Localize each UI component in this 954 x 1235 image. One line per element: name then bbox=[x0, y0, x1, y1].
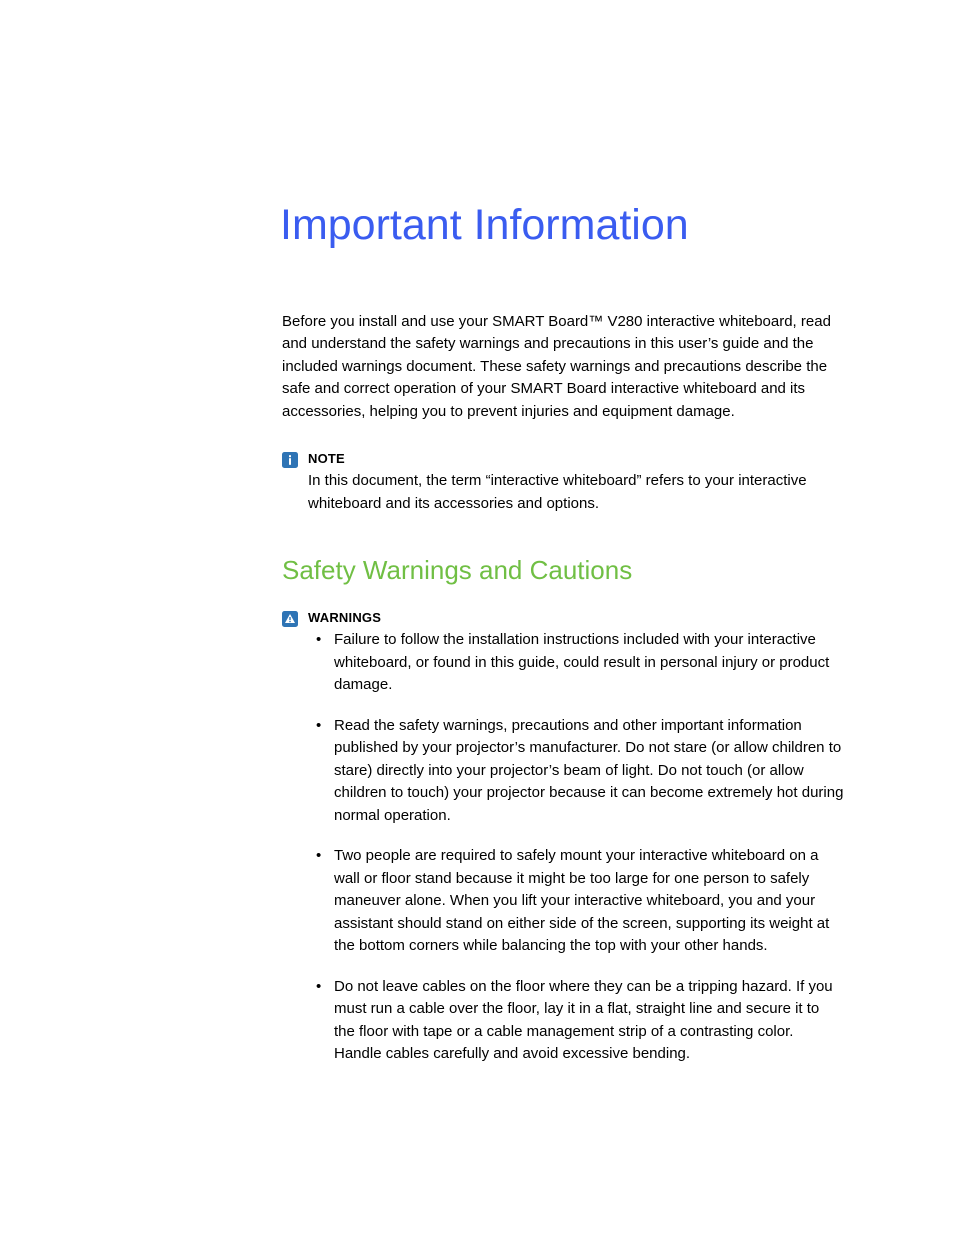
warning-item: Do not leave cables on the floor where t… bbox=[308, 976, 844, 1066]
warnings-callout: WARNINGS Failure to follow the installat… bbox=[282, 610, 844, 1084]
warning-item: Failure to follow the installation instr… bbox=[308, 629, 844, 697]
warning-icon bbox=[282, 611, 298, 627]
warning-item: Two people are required to safely mount … bbox=[308, 845, 844, 958]
section-heading: Safety Warnings and Cautions bbox=[282, 555, 844, 586]
note-label: NOTE bbox=[308, 451, 844, 466]
document-page: Important Information Before you install… bbox=[0, 0, 954, 1235]
note-body: NOTE In this document, the term “interac… bbox=[308, 451, 844, 515]
warning-item: Read the safety warnings, precautions an… bbox=[308, 715, 844, 828]
intro-paragraph: Before you install and use your SMART Bo… bbox=[282, 311, 844, 424]
warnings-body: WARNINGS Failure to follow the installat… bbox=[308, 610, 844, 1084]
note-callout: NOTE In this document, the term “interac… bbox=[282, 451, 844, 515]
page-title: Important Information bbox=[280, 200, 844, 251]
info-icon bbox=[282, 452, 298, 468]
warnings-label: WARNINGS bbox=[308, 610, 844, 625]
note-text: In this document, the term “interactive … bbox=[308, 470, 844, 515]
warnings-list: Failure to follow the installation instr… bbox=[308, 629, 844, 1066]
